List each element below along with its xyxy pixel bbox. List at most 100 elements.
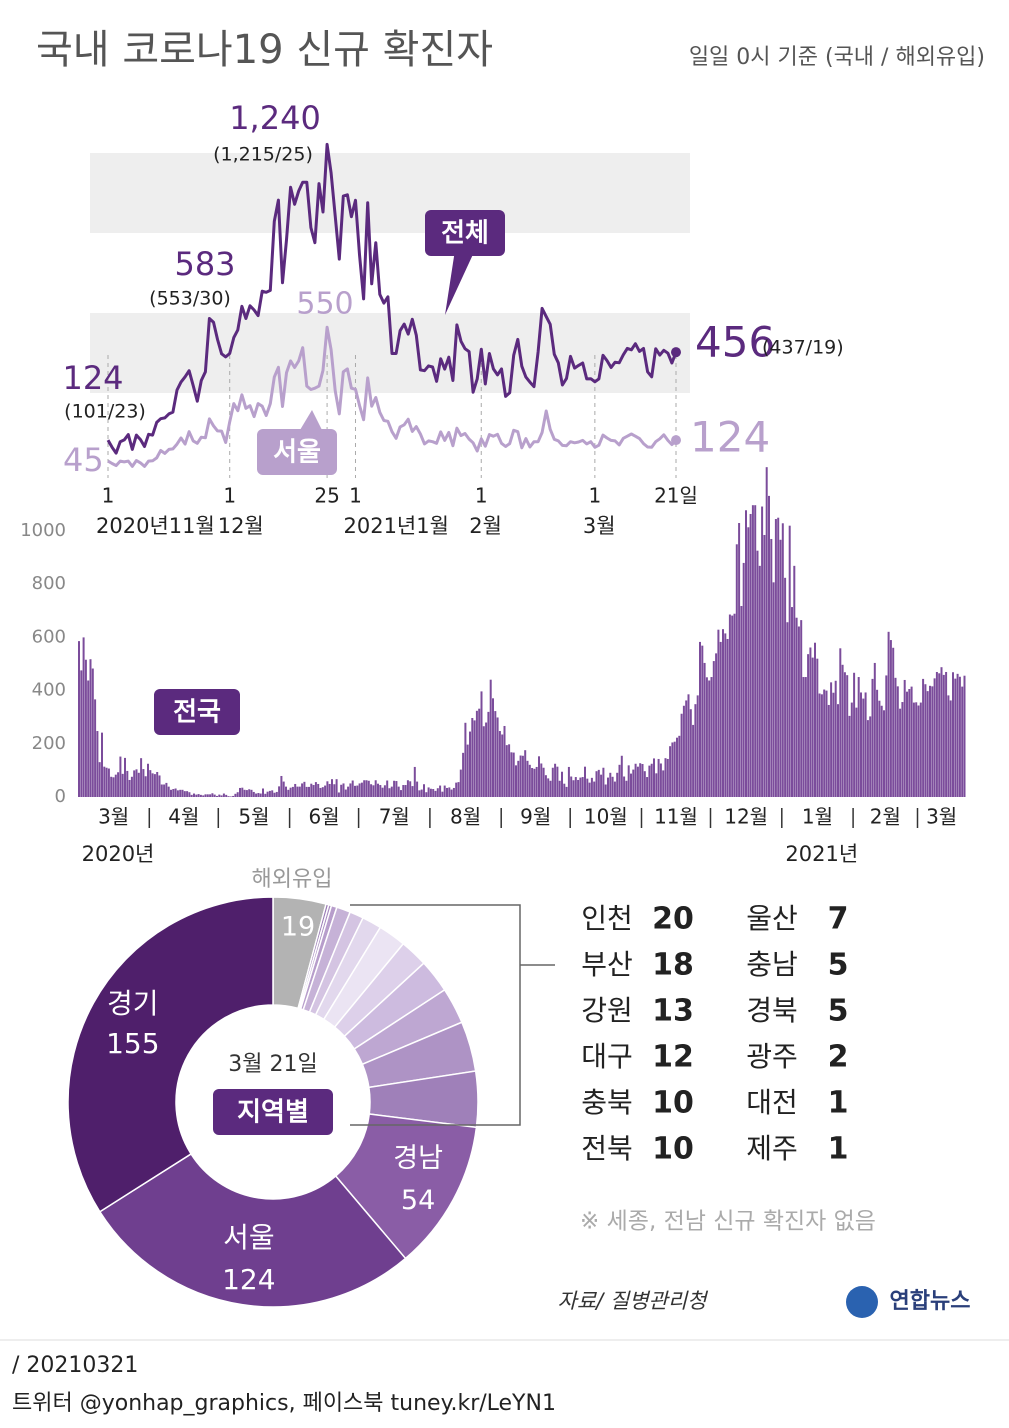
x-tick-label: 1 (223, 484, 236, 508)
bar (360, 782, 363, 797)
bar (188, 792, 191, 797)
bar (135, 769, 138, 797)
bar (319, 787, 322, 797)
bar (209, 794, 212, 797)
bar (857, 677, 860, 797)
bar (457, 782, 460, 797)
bar (448, 787, 451, 797)
slice (67, 896, 274, 1213)
bar (87, 680, 90, 797)
bar (841, 664, 844, 797)
bar (659, 763, 662, 797)
bar (165, 782, 168, 797)
bar (335, 779, 338, 797)
bar (664, 758, 667, 797)
bar (248, 789, 251, 797)
value-label: 456 (695, 318, 775, 367)
bar (887, 631, 890, 797)
bar (685, 700, 688, 797)
bar (498, 731, 501, 797)
table-value: 10 (652, 1132, 694, 1167)
table-value: 5 (828, 994, 849, 1029)
bar (613, 781, 616, 797)
bar (860, 692, 862, 797)
legend-label: 전체 (441, 219, 489, 249)
bar (351, 780, 354, 797)
bar (84, 659, 87, 797)
bar (643, 771, 646, 797)
bar (544, 775, 547, 797)
bar (262, 788, 264, 797)
bar (273, 792, 276, 797)
bar (952, 672, 954, 797)
bar (689, 709, 692, 797)
bar (239, 787, 241, 797)
bar (535, 766, 538, 797)
bar (347, 786, 350, 797)
bar (183, 791, 186, 797)
bar (199, 794, 202, 797)
band (90, 153, 690, 233)
bar (107, 768, 110, 797)
bar (432, 789, 435, 797)
logo-mark (846, 1286, 878, 1318)
bar (429, 788, 432, 797)
bar (229, 796, 232, 797)
value-label: 583 (174, 245, 235, 283)
bar (370, 784, 373, 797)
y-tick-label: 600 (32, 626, 66, 647)
bar (117, 772, 120, 797)
bar (712, 661, 715, 797)
bar (931, 686, 934, 797)
footer-date: / 20210321 (12, 1353, 138, 1378)
bar (404, 785, 407, 797)
bar (211, 793, 214, 797)
bar (473, 720, 476, 797)
bar (163, 784, 166, 797)
logo: 연합뉴스 (890, 1288, 971, 1314)
bar (521, 755, 524, 797)
bar (682, 705, 685, 797)
bar (337, 792, 340, 797)
bar (694, 704, 697, 797)
table-value: 2 (828, 1040, 849, 1075)
bar (749, 513, 752, 797)
bar (496, 717, 499, 797)
x-tick-label: 3월 (98, 805, 129, 829)
bar (259, 793, 262, 797)
bar (839, 648, 842, 797)
x-tick-label: 1월 (802, 805, 833, 829)
bar (630, 773, 632, 797)
bar (298, 786, 301, 797)
bar (662, 770, 665, 797)
bar (528, 764, 531, 797)
bar (956, 673, 959, 797)
bar (804, 677, 807, 797)
bar (326, 781, 329, 797)
bar (848, 715, 851, 797)
bar (616, 772, 619, 797)
bar (250, 789, 253, 797)
bar (620, 755, 623, 797)
bar (271, 790, 274, 797)
month-label: 12월 (218, 514, 264, 538)
bar (763, 534, 766, 797)
bar (206, 794, 209, 797)
x-tick-label: 1 (475, 484, 488, 508)
table-value: 7 (828, 902, 849, 937)
bar (172, 789, 175, 797)
bar (531, 768, 534, 797)
bar (915, 702, 918, 797)
bar (222, 793, 225, 797)
bar (747, 527, 750, 797)
bar (266, 791, 269, 797)
bar (489, 679, 492, 797)
bar (933, 678, 936, 797)
bar (243, 789, 246, 797)
bar (287, 789, 290, 797)
table-name: 경북 (746, 994, 798, 1027)
bar (331, 779, 333, 797)
bar (926, 691, 929, 797)
x-tick-label: 9월 (520, 805, 551, 829)
